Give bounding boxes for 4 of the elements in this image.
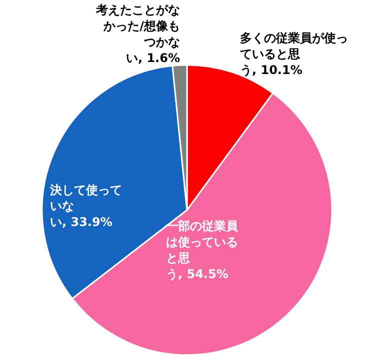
data-label: , 10.1%	[252, 63, 302, 77]
data-label: , 54.5%	[178, 267, 228, 281]
data-label: , 1.6%	[138, 51, 180, 65]
data-label: , 33.9%	[62, 215, 112, 229]
